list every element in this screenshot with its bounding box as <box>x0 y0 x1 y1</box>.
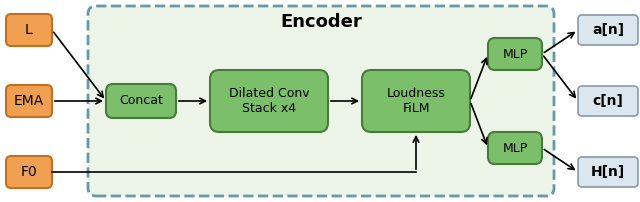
Text: EMA: EMA <box>14 94 44 108</box>
FancyBboxPatch shape <box>578 157 638 187</box>
FancyBboxPatch shape <box>6 156 52 188</box>
FancyBboxPatch shape <box>362 70 470 132</box>
FancyBboxPatch shape <box>488 38 542 70</box>
FancyBboxPatch shape <box>578 15 638 45</box>
Text: MLP: MLP <box>502 141 527 155</box>
FancyBboxPatch shape <box>106 84 176 118</box>
FancyBboxPatch shape <box>578 86 638 116</box>
Text: c[n]: c[n] <box>593 94 623 108</box>
Text: Encoder: Encoder <box>280 13 362 31</box>
Text: Loudness
FiLM: Loudness FiLM <box>387 87 445 115</box>
FancyBboxPatch shape <box>210 70 328 132</box>
FancyBboxPatch shape <box>488 132 542 164</box>
Text: F0: F0 <box>20 165 37 179</box>
FancyBboxPatch shape <box>6 85 52 117</box>
FancyBboxPatch shape <box>88 6 554 196</box>
Text: L: L <box>25 23 33 37</box>
Text: Concat: Concat <box>119 95 163 107</box>
Text: H[n]: H[n] <box>591 165 625 179</box>
FancyBboxPatch shape <box>6 14 52 46</box>
Text: a[n]: a[n] <box>592 23 624 37</box>
Text: Dilated Conv
Stack x4: Dilated Conv Stack x4 <box>228 87 309 115</box>
Text: MLP: MLP <box>502 47 527 61</box>
